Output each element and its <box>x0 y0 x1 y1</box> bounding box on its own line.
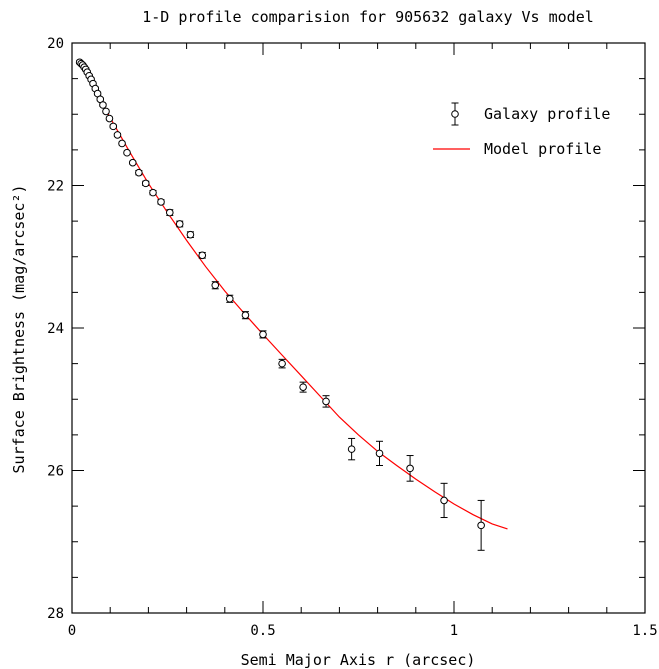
x-tick-label: 0 <box>68 623 76 639</box>
galaxy-data-point <box>347 437 356 461</box>
galaxy-data-point <box>99 101 107 109</box>
galaxy-data-point <box>149 188 157 197</box>
galaxy-data-point <box>259 330 267 339</box>
data-marker <box>198 251 207 260</box>
data-marker <box>105 114 114 123</box>
galaxy-data-point <box>105 114 114 123</box>
x-tick-label: 1 <box>450 623 458 639</box>
galaxy-data-point <box>109 122 118 131</box>
data-marker <box>406 464 414 473</box>
y-tick-label: 26 <box>47 464 64 480</box>
y-axis-label: Surface Brightness (mag/arcsec²) <box>10 185 28 474</box>
data-marker <box>175 220 184 228</box>
legend-marker <box>451 110 459 118</box>
galaxy-data-point <box>165 208 174 217</box>
data-marker <box>299 383 307 391</box>
data-marker <box>123 148 131 157</box>
data-marker <box>440 496 448 505</box>
x-tick-label: 1.5 <box>632 623 657 639</box>
x-axis-label: Semi Major Axis r (arcsec) <box>241 651 476 669</box>
galaxy-data-point <box>186 230 195 239</box>
data-marker <box>128 158 137 167</box>
galaxy-data-point <box>278 358 286 369</box>
galaxy-data-point <box>322 395 330 408</box>
data-marker <box>211 281 220 290</box>
data-marker <box>186 230 195 239</box>
data-marker <box>347 445 356 453</box>
galaxy-data-point <box>141 179 150 188</box>
y-tick-label: 20 <box>47 36 64 52</box>
galaxy-data-point <box>123 148 131 157</box>
data-marker <box>141 179 150 188</box>
galaxy-data-point <box>128 158 137 167</box>
data-marker <box>375 449 384 458</box>
chart-title: 1-D profile comparision for 905632 galax… <box>142 8 594 26</box>
legend: Galaxy profile Model profile <box>433 102 610 158</box>
plot-frame <box>71 42 646 614</box>
data-marker <box>259 330 267 339</box>
galaxy-data-point <box>198 251 207 260</box>
legend-entry-galaxy: Galaxy profile <box>451 102 610 126</box>
data-marker <box>165 208 174 217</box>
galaxy-data-point <box>211 281 220 290</box>
galaxy-data-point <box>440 482 448 519</box>
galaxy-data-point <box>157 198 165 206</box>
galaxy-data-point <box>406 455 414 482</box>
data-marker <box>278 359 286 368</box>
data-marker <box>135 168 143 177</box>
legend-label-model: Model profile <box>484 140 601 158</box>
galaxy-data-point <box>299 381 307 393</box>
legend-entry-model: Model profile <box>433 140 601 158</box>
x-tick-label: 0.5 <box>250 623 275 639</box>
data-marker <box>149 188 157 197</box>
data-marker <box>109 122 118 131</box>
data-marker <box>322 397 330 406</box>
galaxy-data-point <box>375 440 384 467</box>
model-profile-line <box>79 61 508 530</box>
legend-label-galaxy: Galaxy profile <box>484 105 610 123</box>
galaxy-data-point <box>477 499 485 551</box>
plot-area: 0 0.5 1 1.5 20 22 24 26 28 <box>47 36 658 639</box>
y-tick-label: 28 <box>47 606 64 622</box>
data-marker <box>102 107 110 116</box>
data-marker <box>225 294 234 303</box>
y-tick-label: 24 <box>47 321 64 337</box>
y-tick-label: 22 <box>47 179 64 195</box>
galaxy-data-point <box>118 139 126 148</box>
galaxy-data-point <box>241 311 250 320</box>
data-marker <box>477 521 485 530</box>
galaxy-data-point <box>175 220 184 228</box>
data-marker <box>241 311 250 319</box>
galaxy-data-point <box>102 107 110 116</box>
data-marker <box>99 101 107 109</box>
data-marker <box>118 139 126 148</box>
galaxy-data-point <box>135 168 143 177</box>
data-marker <box>157 198 165 206</box>
galaxy-data-point <box>225 294 234 303</box>
galaxy-data-point <box>113 131 122 139</box>
data-marker <box>113 131 122 139</box>
